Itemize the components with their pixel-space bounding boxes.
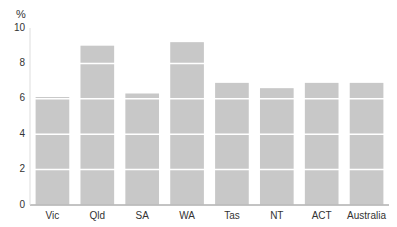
bar (215, 83, 249, 205)
plot-area (30, 28, 389, 205)
x-axis-line (30, 205, 389, 206)
grid-line (30, 204, 389, 205)
chart: 0 2 4 6 8 10 Vic Qld SA WA Tas NT ACT Australia% (0, 0, 397, 227)
grid-line (30, 133, 389, 135)
y-tick-label: 10 (14, 22, 26, 33)
x-tick-label: SA (136, 210, 150, 221)
x-tick-label: Vic (46, 210, 60, 221)
bar (125, 93, 159, 205)
grid-line (30, 98, 389, 100)
bar (170, 42, 204, 205)
x-tick-label: ACT (312, 210, 332, 221)
x-tick-label: Australia (347, 210, 386, 221)
y-tick-label: 6 (19, 92, 25, 103)
x-tick-label: Qld (90, 210, 106, 221)
x-tick-label: WA (179, 210, 195, 221)
y-tick-label: 0 (19, 199, 25, 210)
y-tick-label: 8 (19, 57, 25, 68)
y-axis-line (30, 28, 31, 205)
y-tick-label: 2 (19, 163, 25, 174)
y-axis-label: % (16, 8, 26, 20)
x-tick-label: NT (270, 210, 283, 221)
grid-line (30, 63, 389, 65)
bar (350, 83, 384, 205)
grid-line (30, 169, 389, 171)
bar (80, 46, 114, 205)
x-tick-label: Tas (224, 210, 240, 221)
bar (36, 97, 70, 205)
bar (305, 83, 339, 205)
bar (260, 88, 294, 205)
y-tick-label: 4 (19, 128, 25, 139)
grid-line (30, 28, 389, 29)
